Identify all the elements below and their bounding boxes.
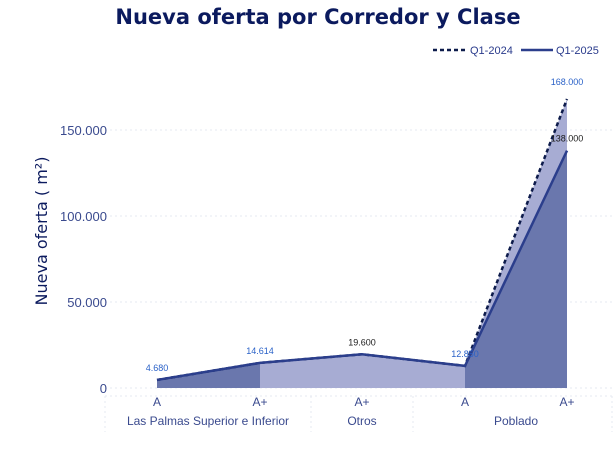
area-q1-2025-segment [465, 150, 567, 388]
data-label-q1-2025: 4.680 [146, 363, 169, 373]
series-lines [156, 98, 569, 382]
x-group-label: Otros [347, 414, 376, 428]
area-q1-2025-segment [260, 354, 362, 388]
line-q1-2025 [156, 150, 569, 382]
legend-label-q1-2025: Q1-2025 [556, 45, 599, 57]
x-tick-label: A [461, 395, 469, 409]
x-group-label: Las Palmas Superior e Inferior [127, 414, 289, 428]
gridlines [104, 129, 613, 432]
x-tick-label: A+ [252, 395, 267, 409]
area-q1-2025-segment [362, 354, 465, 388]
data-label-q1-2025: 19.600 [348, 337, 376, 347]
y-tick-label: 50.000 [67, 295, 107, 310]
data-label-q1-2024: 168.000 [551, 77, 584, 87]
x-tick-label: A+ [559, 395, 574, 409]
y-axis-ticks: 0 50.000 100.000 150.000 [60, 123, 107, 396]
y-tick-label: 0 [100, 381, 107, 396]
legend: Q1-2024 Q1-2025 [433, 45, 599, 57]
data-label-q1-2025: 12.850 [451, 349, 479, 359]
data-label-q1-2025: 138.000 [551, 134, 584, 144]
area-q1-2025-segment [157, 362, 260, 388]
x-group-label: Poblado [494, 414, 538, 428]
y-tick-label: 100.000 [60, 209, 107, 224]
data-label-q1-2025: 14.614 [246, 346, 274, 356]
x-tick-label: A [153, 395, 161, 409]
x-axis: A A+ A+ A A+ Las Palmas Superior e Inferior Ot… [127, 395, 575, 428]
y-tick-label: 150.000 [60, 123, 107, 138]
data-labels: 4.680 14.614 19.600 12.850 138.000 168.000 [146, 77, 584, 373]
y-axis-title: Nueva oferta ( m²) [32, 157, 51, 306]
chart-title: Nueva oferta por Corredor y Clase [115, 5, 520, 29]
legend-label-q1-2024: Q1-2024 [470, 45, 513, 57]
series-areas [157, 99, 567, 388]
x-tick-label: A+ [354, 395, 369, 409]
